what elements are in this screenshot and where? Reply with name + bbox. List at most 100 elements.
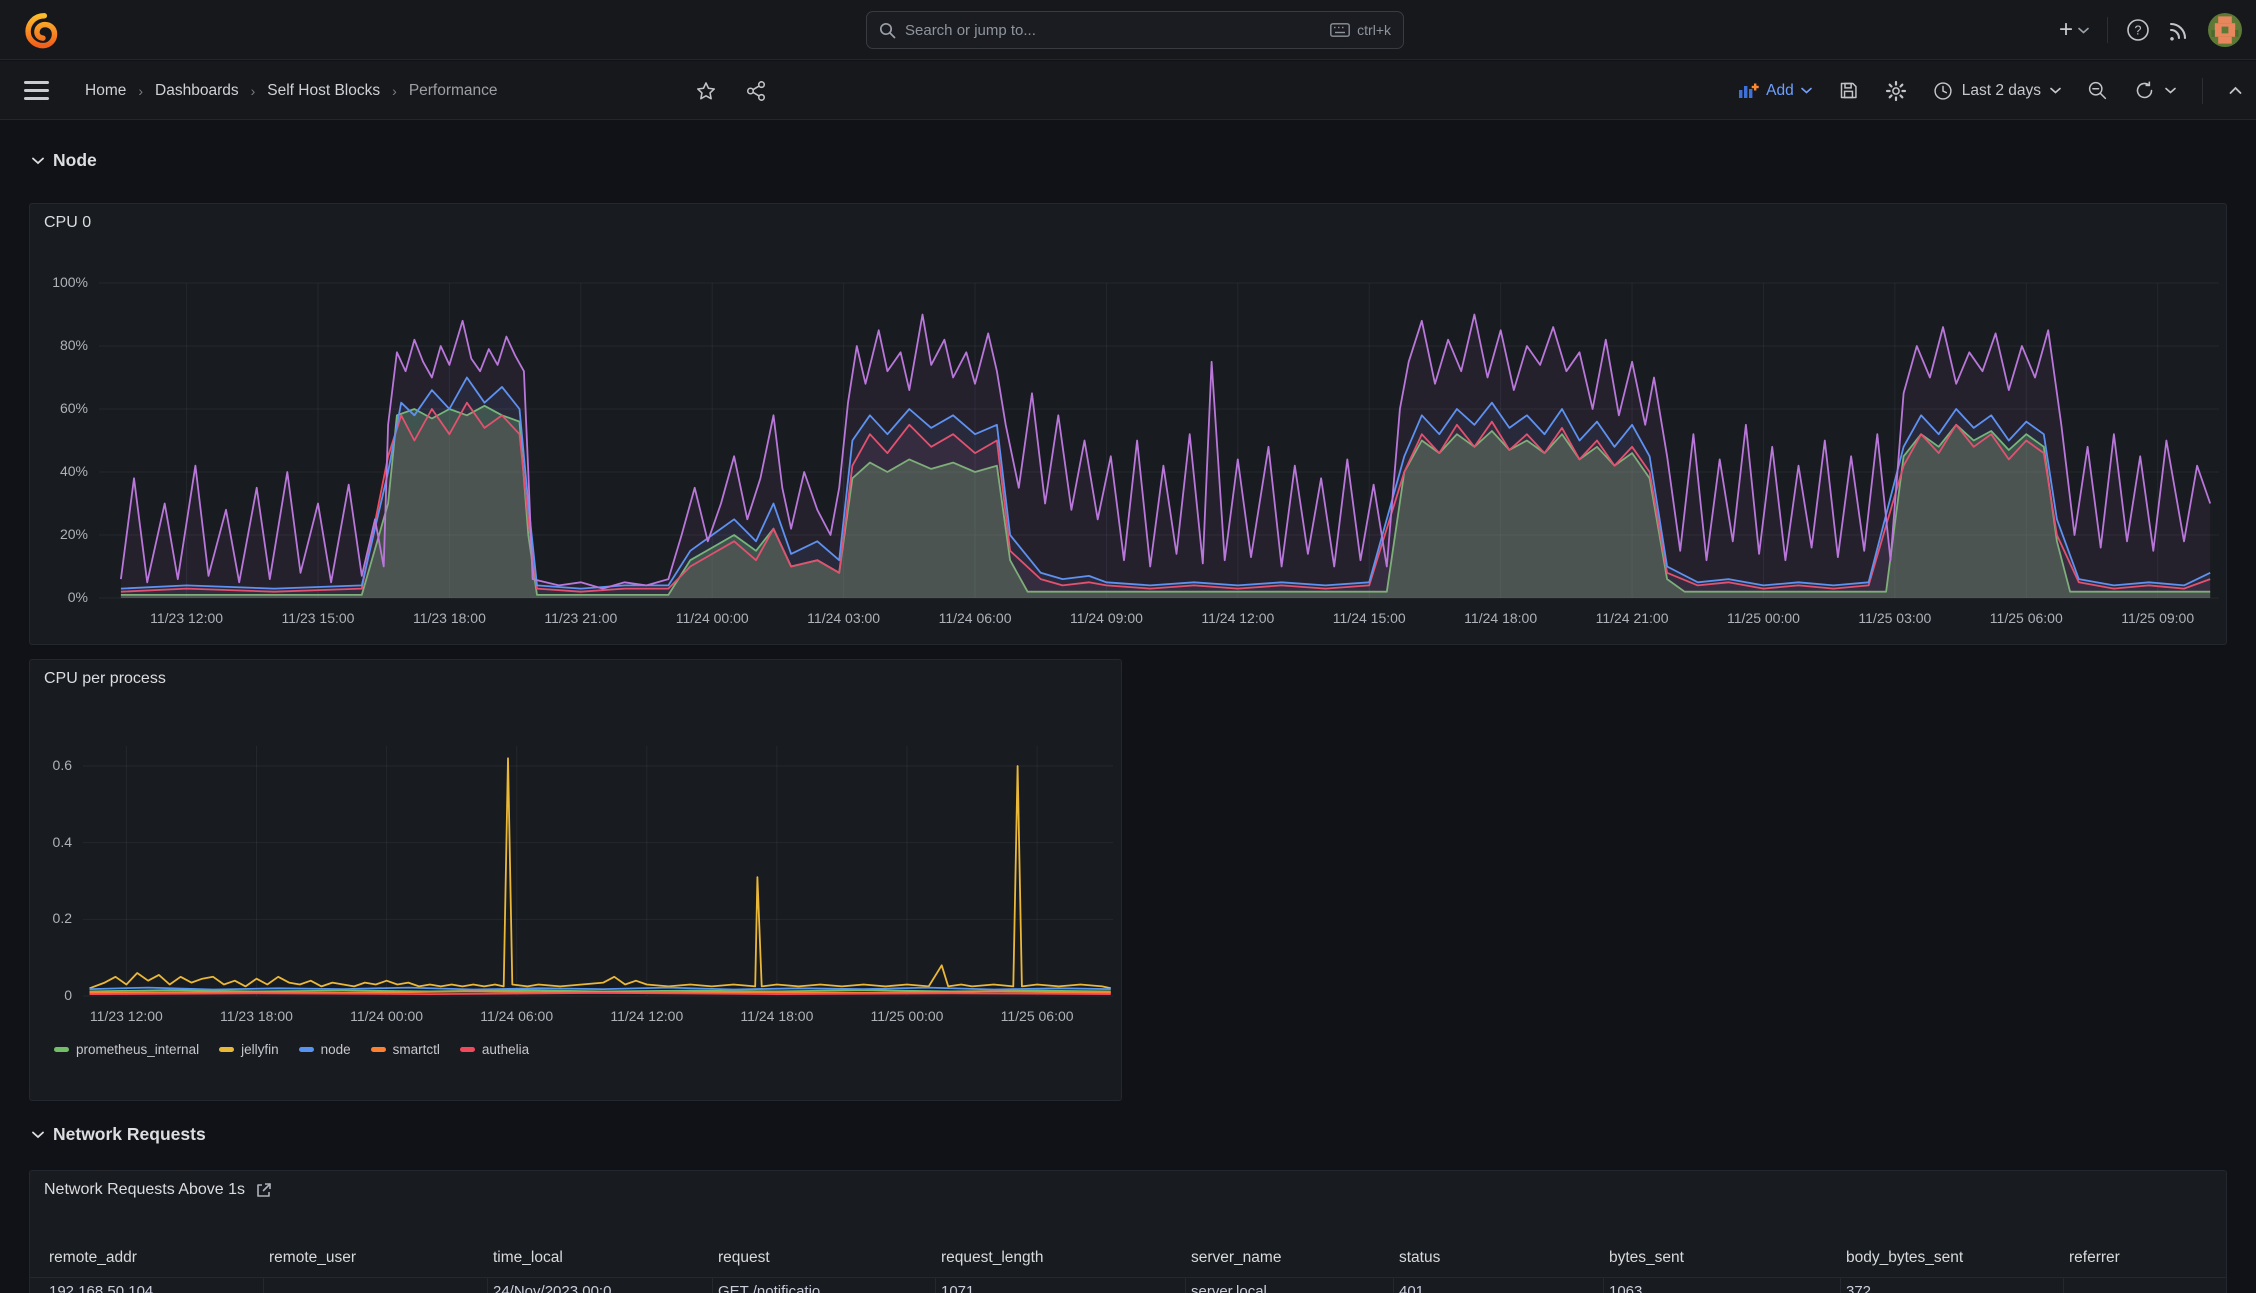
clock-icon [1934, 81, 1952, 100]
column-header-remote_user[interactable]: remote_user [269, 1249, 357, 1266]
x-tick-label: 11/24 06:00 [938, 610, 1012, 626]
legend-item-node[interactable]: node [298, 1042, 351, 1057]
share-button[interactable] [745, 80, 767, 102]
x-tick-label: 11/25 00:00 [1726, 610, 1800, 626]
cpu_per_process-chart[interactable] [30, 660, 1121, 1100]
dashboard-settings-button[interactable] [1885, 80, 1907, 102]
series-jellyfin-line [89, 757, 1111, 990]
x-tick-label: 11/23 12:00 [89, 1008, 163, 1024]
x-tick-label: 11/23 18:00 [220, 1008, 293, 1024]
legend-item-prometheus_internal[interactable]: prometheus_internal [54, 1042, 199, 1057]
breadcrumb-item-dashboards[interactable]: Dashboards [155, 81, 239, 99]
table-cell: 401 [1399, 1283, 1425, 1293]
table-cell: 1071 [941, 1283, 975, 1293]
user-avatar[interactable] [2208, 13, 2242, 47]
topbar-actions: + ? [2059, 0, 2242, 60]
chevron-down-icon [32, 1131, 44, 1138]
x-tick-label: 11/23 21:00 [544, 610, 618, 626]
column-header-request[interactable]: request [718, 1249, 770, 1266]
breadcrumb-item-home[interactable]: Home [85, 81, 127, 99]
column-header-remote_addr[interactable]: remote_addr [49, 1249, 137, 1266]
search-input[interactable] [905, 21, 1322, 39]
column-divider [712, 1277, 713, 1293]
series-red-line [120, 401, 2211, 593]
row-network-requests[interactable]: Network Requests [32, 1124, 206, 1145]
help-button[interactable]: ? [2126, 18, 2150, 42]
x-tick-label: 11/25 06:00 [1989, 610, 2063, 626]
collapse-up-button[interactable] [2229, 86, 2242, 95]
x-tick-label: 11/25 06:00 [1000, 1008, 1074, 1024]
legend-label: smartctl [392, 1042, 440, 1057]
zoom-out-button[interactable] [2087, 80, 2108, 101]
time-range-picker[interactable]: Last 2 days [1933, 81, 2061, 101]
y-tick-label: 0.2 [52, 910, 72, 927]
x-tick-label: 11/25 00:00 [870, 1008, 944, 1024]
dashboard-toolbar: Home › Dashboards › Self Host Blocks › Perform… [0, 61, 2256, 120]
table-cell: GET /notificatio [718, 1283, 821, 1293]
global-search[interactable]: ctrl+k [866, 11, 1404, 49]
series-node-line [89, 986, 1111, 991]
cpu0-chart[interactable] [30, 204, 2226, 644]
legend-swatch [370, 1047, 386, 1052]
column-divider [935, 1277, 936, 1293]
news-rss-button[interactable] [2168, 19, 2190, 41]
panel-cpu-per-process: CPU per process 0 0.2 0.4 0.6 11/23 12:00 11/… [29, 659, 1122, 1101]
new-menu-button[interactable]: + [2059, 18, 2089, 42]
column-header-status[interactable]: status [1399, 1249, 1441, 1266]
legend-swatch [298, 1047, 314, 1052]
legend-swatch [459, 1047, 475, 1052]
menu-toggle-button[interactable] [24, 81, 49, 100]
series-blue-area [120, 377, 2211, 598]
y-tick-label: 0.6 [52, 756, 72, 773]
column-header-body_bytes_sent[interactable]: body_bytes_sent [1846, 1249, 1964, 1266]
chart-legend: prometheus_internal jellyfin node smartctl a… [54, 1042, 529, 1057]
chevron-down-icon [2078, 27, 2089, 34]
panel-cpu0-title[interactable]: CPU 0 [44, 214, 92, 231]
save-dashboard-button[interactable] [1838, 80, 1859, 101]
column-header-server_name[interactable]: server_name [1191, 1249, 1282, 1266]
x-tick-label: 11/24 12:00 [610, 1008, 684, 1024]
y-tick-label: 0.4 [52, 833, 72, 850]
y-tick-label: 40% [59, 463, 88, 479]
x-tick-label: 11/24 06:00 [480, 1008, 554, 1024]
refresh-button[interactable] [2134, 80, 2176, 101]
column-header-referrer[interactable]: referrer [2069, 1249, 2120, 1266]
column-divider [1185, 1277, 1186, 1293]
column-header-bytes_sent[interactable]: bytes_sent [1609, 1249, 1684, 1266]
grafana-logo[interactable] [24, 11, 62, 49]
time-range-label: Last 2 days [1961, 81, 2041, 99]
keyboard-icon [1330, 23, 1351, 37]
legend-label: node [320, 1042, 351, 1057]
add-panel-icon [1739, 83, 1759, 98]
chevron-up-icon [2229, 86, 2242, 94]
chevron-down-icon [2050, 87, 2061, 94]
panel-cpu-per-process-title[interactable]: CPU per process [44, 670, 166, 687]
breadcrumb-item-self-host-blocks[interactable]: Self Host Blocks [267, 81, 381, 99]
external-link-icon[interactable] [255, 1182, 272, 1199]
x-tick-label: 11/24 12:00 [1201, 610, 1275, 626]
column-divider [2063, 1277, 2064, 1293]
top-bar: ctrl+k + ? [0, 0, 2256, 60]
breadcrumb-item-performance: Performance [408, 81, 498, 99]
search-icon [879, 22, 896, 39]
chevron-down-icon [32, 157, 44, 164]
column-header-request_length[interactable]: request_length [941, 1249, 1044, 1266]
panel-network-table-title[interactable]: Network Requests Above 1s [44, 1181, 272, 1199]
y-tick-label: 80% [59, 337, 88, 353]
add-panel-button[interactable]: Add [1738, 82, 1812, 100]
legend-item-smartctl[interactable]: smartctl [370, 1042, 440, 1057]
legend-item-authelia[interactable]: authelia [459, 1042, 529, 1057]
table-cell: 372 [1846, 1283, 1872, 1293]
favorite-star-button[interactable] [695, 80, 717, 102]
x-tick-label: 11/24 18:00 [1464, 610, 1538, 626]
legend-item-jellyfin[interactable]: jellyfin [219, 1042, 279, 1057]
panel-cpu0: CPU 0 0% 20% 40% 60% 80% 100% 11/23 12:00 11/23… [29, 203, 2227, 645]
row-node[interactable]: Node [32, 150, 97, 171]
breadcrumb-separator: › [138, 82, 144, 99]
breadcrumb-separator: › [392, 82, 397, 99]
column-header-time_local[interactable]: time_local [493, 1249, 563, 1266]
x-tick-label: 11/24 21:00 [1595, 610, 1669, 626]
divider [2202, 77, 2203, 104]
breadcrumb: Home › Dashboards › Self Host Blocks › Perform… [85, 61, 498, 120]
